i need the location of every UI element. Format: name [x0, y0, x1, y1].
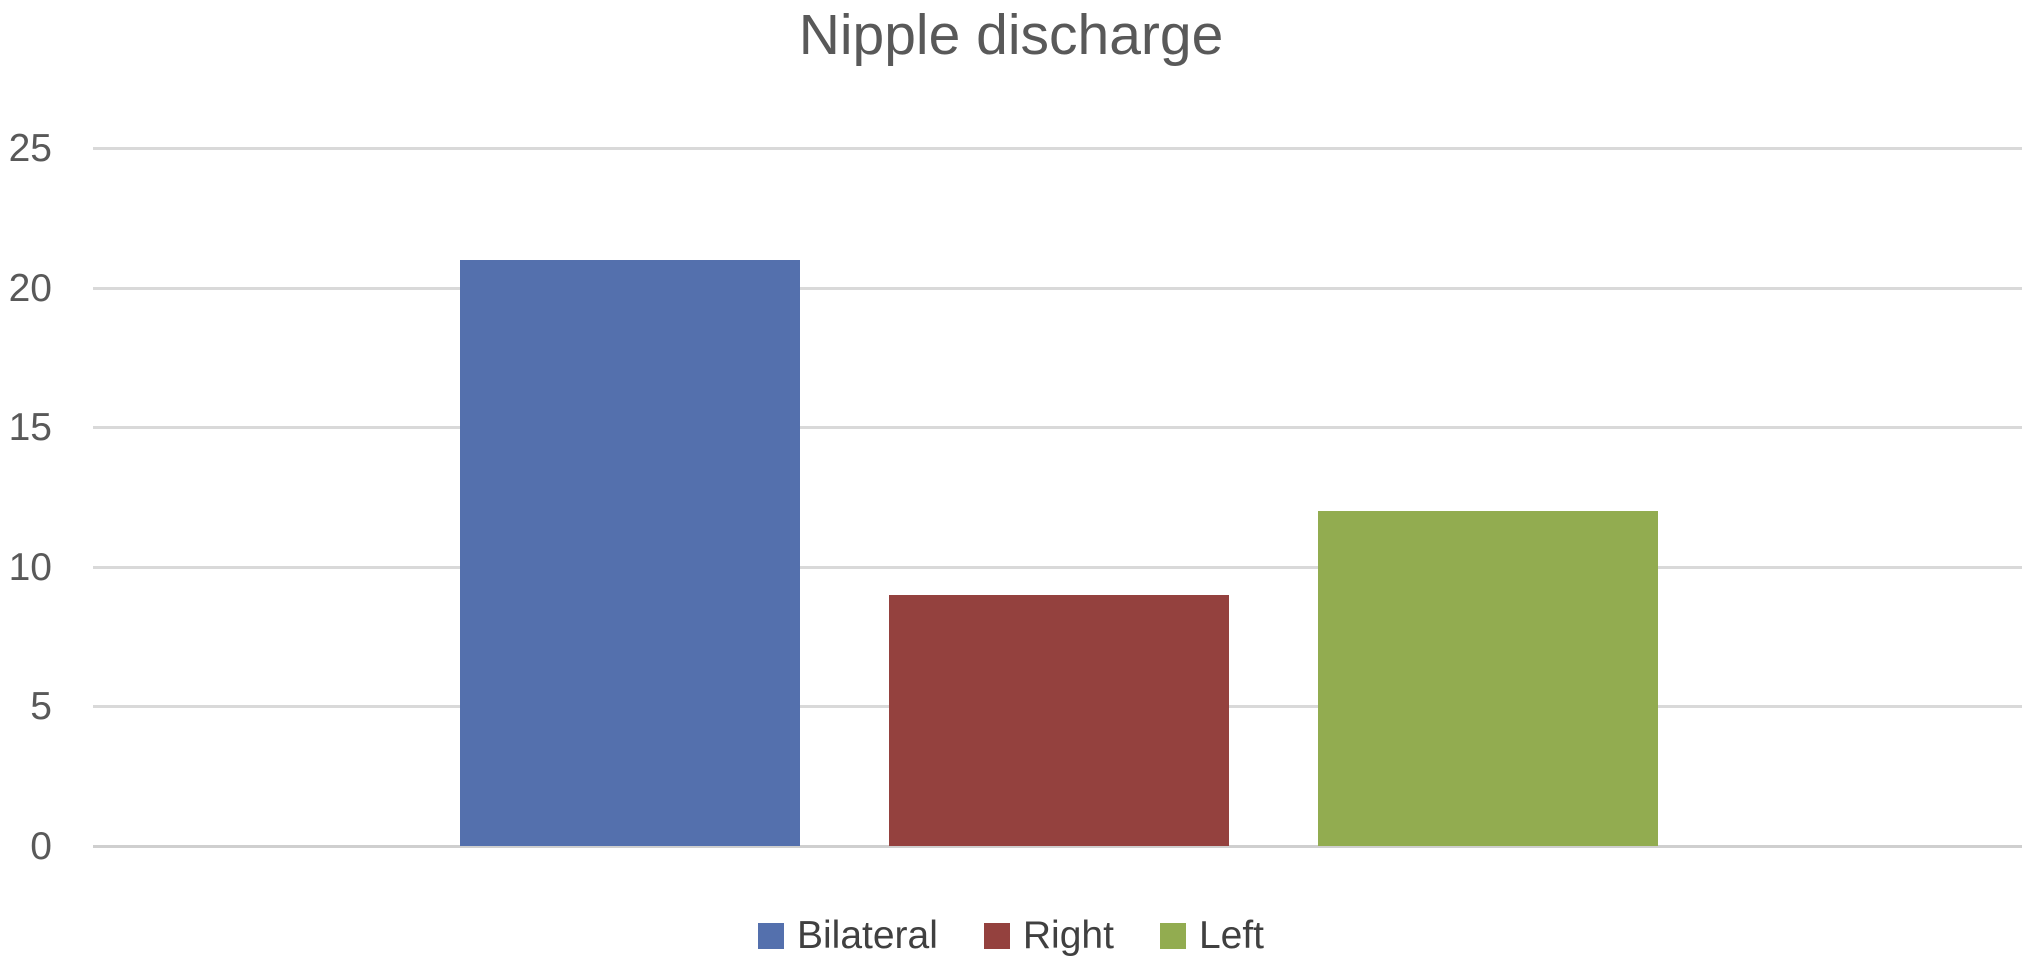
ytick-label-25: 25: [8, 127, 52, 170]
ytick-label-10: 10: [8, 545, 52, 589]
bar-right: [889, 594, 1229, 846]
ytick-label-0: 0: [30, 825, 52, 868]
gridline-y-25: [93, 147, 2022, 150]
legend-item-left: Left: [1159, 914, 1264, 957]
gridline-y-0: [93, 845, 2022, 848]
gridline-y-10: [93, 565, 2022, 569]
ytick-label-5: 5: [30, 685, 52, 729]
legend-label: Left: [1198, 914, 1264, 957]
legend-label: Right: [1022, 914, 1114, 957]
gridline-y-15: [93, 426, 2022, 430]
bar-left: [1318, 510, 1658, 846]
legend-item-bilateral: Bilateral: [757, 914, 938, 957]
ytick-label-15: 15: [8, 406, 52, 450]
legend-swatch-right: [983, 922, 1010, 949]
legend-label: Bilateral: [796, 914, 938, 957]
bar-bilateral: [460, 259, 800, 846]
legend-swatch-left: [1159, 922, 1186, 949]
gridline-y-20: [93, 286, 2022, 290]
ytick-label-20: 20: [8, 266, 52, 310]
chart-title: Nipple discharge: [798, 3, 1224, 67]
chart-legend: Bilateral Right Left: [0, 916, 2022, 955]
legend-item-right: Right: [983, 914, 1114, 957]
legend-swatch-bilateral: [757, 922, 784, 949]
